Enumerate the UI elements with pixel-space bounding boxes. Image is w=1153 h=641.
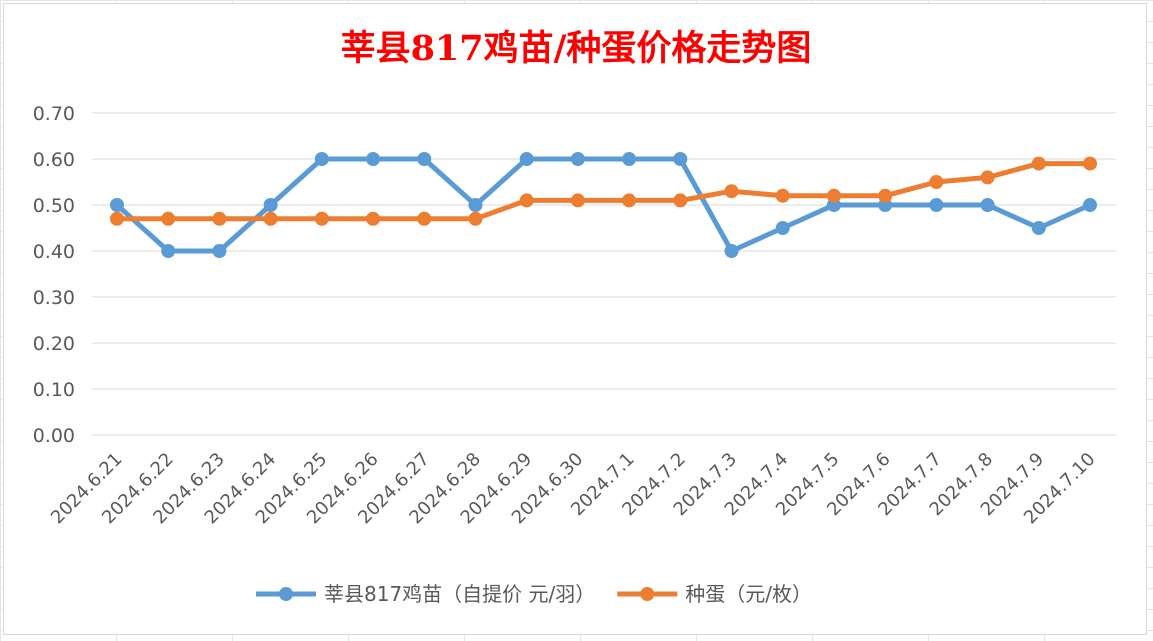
y-tick-label: 0.60 xyxy=(33,149,75,171)
y-tick-label: 0.10 xyxy=(33,379,75,401)
data-point xyxy=(929,175,944,189)
data-point xyxy=(1083,156,1097,171)
data-point xyxy=(110,211,124,226)
x-axis-ticks: 2024.6.212024.6.222024.6.232024.6.242024… xyxy=(47,449,1100,529)
data-point xyxy=(263,198,278,212)
data-point xyxy=(570,193,585,208)
legend-label: 种蛋（元/枚） xyxy=(685,582,812,606)
data-point xyxy=(161,244,176,258)
data-point xyxy=(519,193,534,208)
data-point xyxy=(980,198,995,212)
data-point xyxy=(314,211,329,226)
series-1 xyxy=(110,152,1097,258)
data-point xyxy=(929,198,944,212)
data-point xyxy=(212,244,227,258)
legend-item-1: 莘县817鸡苗（自提价 元/羽） xyxy=(256,582,595,606)
data-point xyxy=(775,188,790,203)
data-point xyxy=(366,152,381,166)
y-tick-label: 0.40 xyxy=(33,241,75,263)
data-point xyxy=(417,152,432,166)
data-point xyxy=(1031,221,1046,235)
data-point xyxy=(314,152,329,166)
data-point xyxy=(263,211,278,226)
data-point xyxy=(417,211,432,226)
data-point xyxy=(468,211,483,226)
chart-frame xyxy=(3,3,1147,635)
y-axis-ticks: 0.00 0.10 0.20 0.30 0.40 0.50 0.60 0.70 xyxy=(33,103,75,447)
data-point xyxy=(826,188,841,203)
data-point xyxy=(724,184,739,199)
y-tick-label: 0.50 xyxy=(33,195,75,217)
data-point xyxy=(468,198,483,212)
legend-marker xyxy=(640,587,655,601)
series-2 xyxy=(110,156,1097,226)
data-point xyxy=(775,221,790,235)
data-point xyxy=(570,152,585,166)
data-point xyxy=(212,211,227,226)
data-point xyxy=(878,188,893,203)
y-tick-label: 0.30 xyxy=(33,287,75,309)
legend-marker xyxy=(279,587,293,601)
data-point xyxy=(1083,198,1097,212)
data-point xyxy=(622,152,637,166)
legend: 莘县817鸡苗（自提价 元/羽） 种蛋（元/枚） xyxy=(256,582,812,606)
data-point xyxy=(161,211,176,226)
series-layer xyxy=(110,152,1097,258)
data-point xyxy=(519,152,534,166)
legend-item-2: 种蛋（元/枚） xyxy=(617,582,812,606)
data-point xyxy=(980,170,995,185)
data-point xyxy=(366,211,381,226)
data-point xyxy=(673,152,688,166)
y-tick-label: 0.70 xyxy=(33,103,75,125)
data-point xyxy=(724,244,739,258)
data-point xyxy=(673,193,688,208)
y-tick-label: 0.00 xyxy=(33,425,75,447)
data-point xyxy=(1031,156,1046,171)
y-tick-label: 0.20 xyxy=(33,333,75,355)
data-point xyxy=(622,193,637,208)
series-line xyxy=(114,161,1093,222)
series-line xyxy=(114,156,1093,254)
legend-label: 莘县817鸡苗（自提价 元/羽） xyxy=(324,582,595,606)
chart-title: 莘县817鸡苗/种蛋价格走势图 xyxy=(341,28,812,69)
data-point xyxy=(110,198,124,212)
